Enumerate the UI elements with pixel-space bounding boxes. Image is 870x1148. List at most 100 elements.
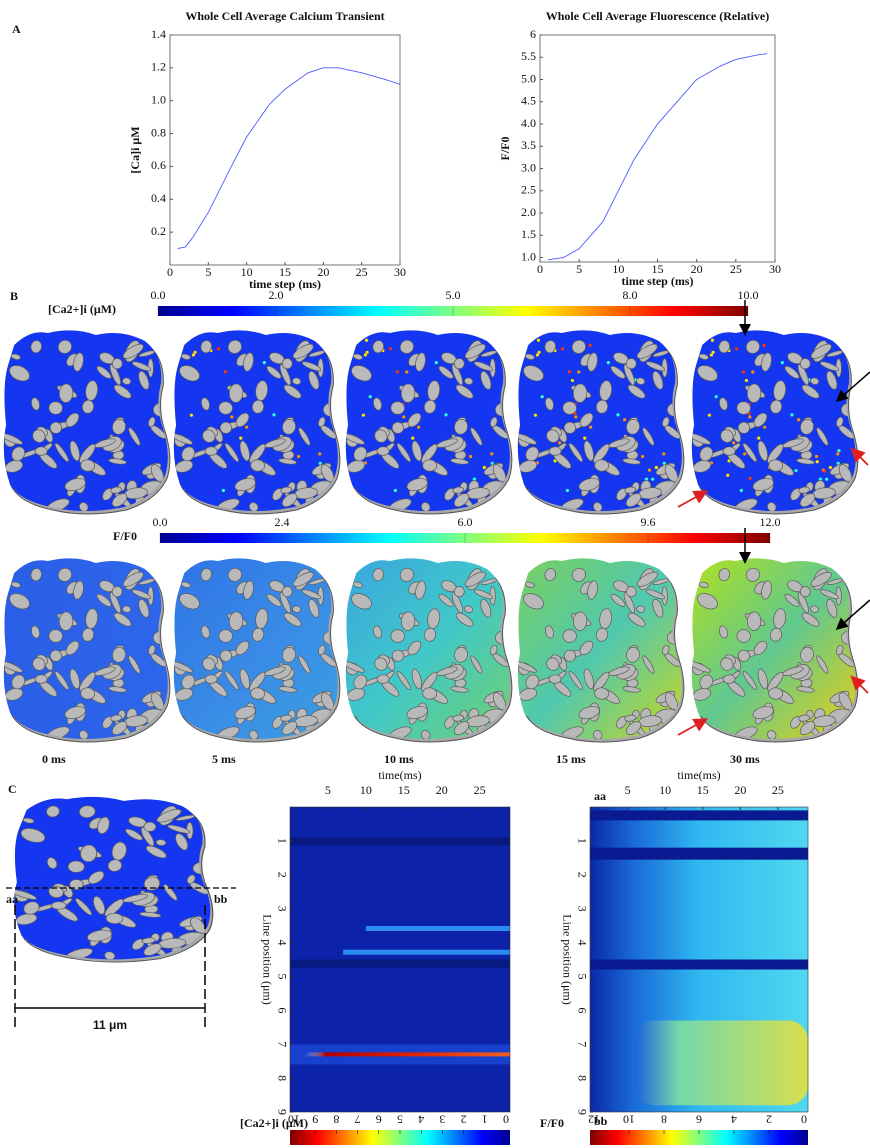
organelle [173, 661, 193, 673]
organelle [642, 655, 655, 674]
organelle [48, 885, 64, 898]
x-tick-label: 10 [241, 265, 253, 279]
colorbar-tick-label: 8.0 [623, 288, 638, 302]
organelle [563, 421, 576, 434]
organelle [31, 397, 40, 411]
organelle [583, 668, 594, 690]
hotspot [189, 413, 194, 417]
data-line [547, 53, 768, 261]
organelle [108, 458, 127, 465]
organelle [10, 353, 21, 360]
y-tick-label: 6 [575, 1007, 589, 1013]
organelle [436, 666, 458, 676]
x-tick-label: 10 [612, 262, 624, 276]
organelle [243, 352, 254, 372]
hotspot [815, 460, 819, 464]
x-tick-label: 5 [576, 262, 582, 276]
hotspot [731, 441, 736, 445]
organelle [625, 586, 637, 598]
hotspot [417, 425, 421, 429]
organelle [453, 358, 465, 370]
heatmap-streak [343, 949, 510, 955]
organelle [31, 625, 40, 639]
heatmap-title: time(ms) [677, 768, 720, 782]
organelle [455, 612, 474, 627]
organelle [624, 714, 636, 722]
organelle [625, 358, 637, 370]
organelle [761, 352, 772, 372]
organelle [251, 627, 265, 642]
hotspot [780, 361, 784, 365]
organelle [470, 427, 483, 446]
organelle [204, 446, 218, 456]
hotspot [388, 347, 393, 351]
hotspot [651, 477, 655, 481]
hotspot [490, 461, 494, 465]
colorbar [590, 1130, 808, 1145]
organelle [97, 816, 110, 834]
cell-content [517, 558, 682, 739]
cell-image [345, 558, 513, 743]
organelle [517, 661, 537, 673]
organelle [145, 330, 157, 338]
y-tick-label: 1.4 [151, 27, 166, 41]
colorbar-tick-label: 0 [503, 1112, 509, 1126]
colorbar-tick-label: 10.0 [738, 288, 759, 302]
organelle [800, 646, 814, 663]
plot-frame [169, 34, 401, 266]
organelle [283, 384, 302, 399]
organelle [308, 370, 320, 390]
organelle [753, 640, 768, 656]
cell-image [345, 330, 513, 515]
organelle [627, 612, 646, 627]
hotspot [577, 370, 581, 374]
hotspot [654, 465, 658, 470]
hotspot [468, 454, 473, 459]
organelle [810, 571, 832, 587]
organelle [722, 446, 736, 456]
organelle [625, 493, 642, 508]
organelle [346, 558, 359, 568]
organelle [180, 353, 191, 360]
organelle [266, 365, 282, 379]
x-tick-label: 10 [659, 783, 671, 797]
hotspot [221, 488, 226, 493]
organelle [421, 671, 438, 692]
organelle [799, 586, 811, 598]
y-tick-label: 7 [575, 1041, 589, 1047]
organelle [450, 458, 469, 465]
cut-start-label: aa [594, 789, 606, 803]
organelle [571, 339, 586, 354]
organelle [283, 612, 302, 627]
organelle [139, 911, 162, 918]
organelle [452, 486, 464, 494]
organelle [453, 721, 470, 736]
organelle [179, 365, 200, 382]
organelle [579, 640, 594, 656]
organelle [544, 568, 556, 582]
organelle [145, 845, 167, 859]
organelle [636, 571, 658, 587]
organelle [79, 502, 89, 511]
organelle [112, 646, 126, 663]
organelle [767, 730, 777, 739]
organelle [480, 370, 492, 390]
organelle [249, 671, 266, 692]
y-tick-label: 3 [275, 906, 289, 912]
organelle [224, 442, 239, 463]
x-tick-label: 15 [398, 783, 410, 797]
organelle [351, 365, 372, 382]
organelle [4, 330, 17, 340]
organelle [376, 674, 390, 684]
organelle [201, 625, 210, 639]
y-tick-label: 2 [275, 872, 289, 878]
organelle [46, 805, 60, 818]
organelle [422, 459, 438, 472]
organelle [622, 686, 641, 693]
organelle [801, 384, 820, 399]
y-tick-label: 6 [275, 1007, 289, 1013]
organelle [423, 627, 437, 642]
cell-body [345, 558, 510, 739]
cell-content [173, 558, 338, 739]
organelle [131, 589, 152, 600]
